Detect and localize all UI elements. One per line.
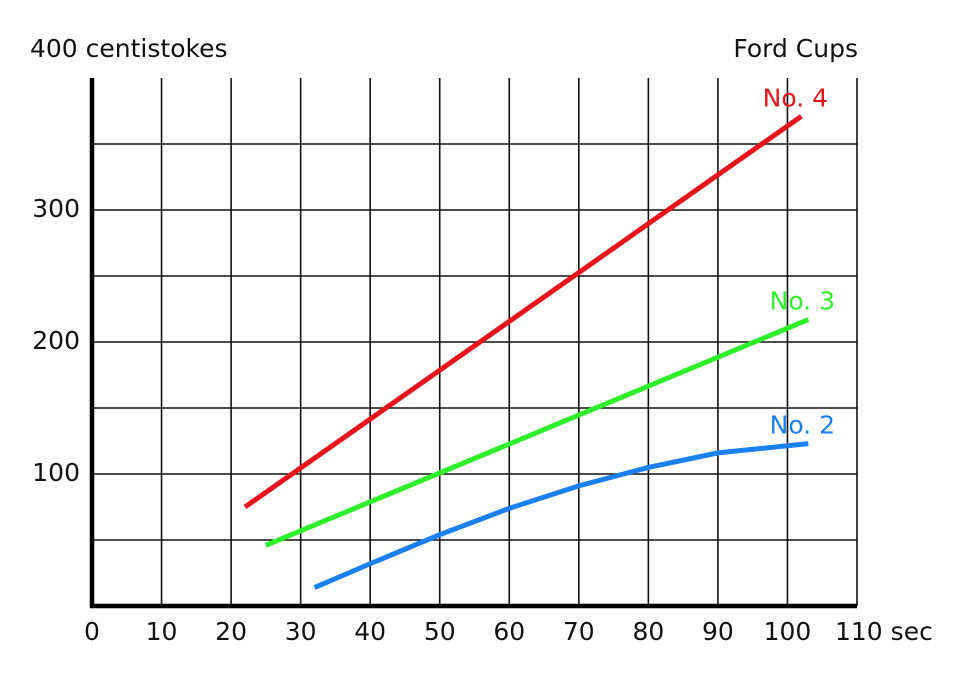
x-tick-label: 60 <box>493 617 525 646</box>
series-line <box>243 114 803 510</box>
series-label: No. 3 <box>770 287 835 316</box>
x-tick-label: 110 sec <box>835 617 933 646</box>
series-line <box>264 317 810 548</box>
y-tick-label: 200 <box>32 326 80 355</box>
series-line <box>313 441 809 590</box>
x-tick-label: 40 <box>354 617 386 646</box>
y-tick-label: 300 <box>32 194 80 223</box>
x-tick-label: 50 <box>424 617 456 646</box>
x-tick-label: 20 <box>215 617 247 646</box>
x-tick-label: 30 <box>285 617 317 646</box>
x-tick-label: 100 <box>764 617 812 646</box>
series-label: No. 4 <box>763 83 828 112</box>
x-tick-label: 70 <box>563 617 595 646</box>
x-tick-label: 90 <box>702 617 734 646</box>
series-label: No. 2 <box>770 411 835 440</box>
y-tick-label: 400 centistokes <box>30 34 228 63</box>
x-tick-label: 0 <box>84 617 100 646</box>
x-tick-label: 10 <box>146 617 178 646</box>
y-tick-label: 100 <box>32 458 80 487</box>
x-tick-label: 80 <box>632 617 664 646</box>
chart-title: Ford Cups <box>733 34 858 63</box>
